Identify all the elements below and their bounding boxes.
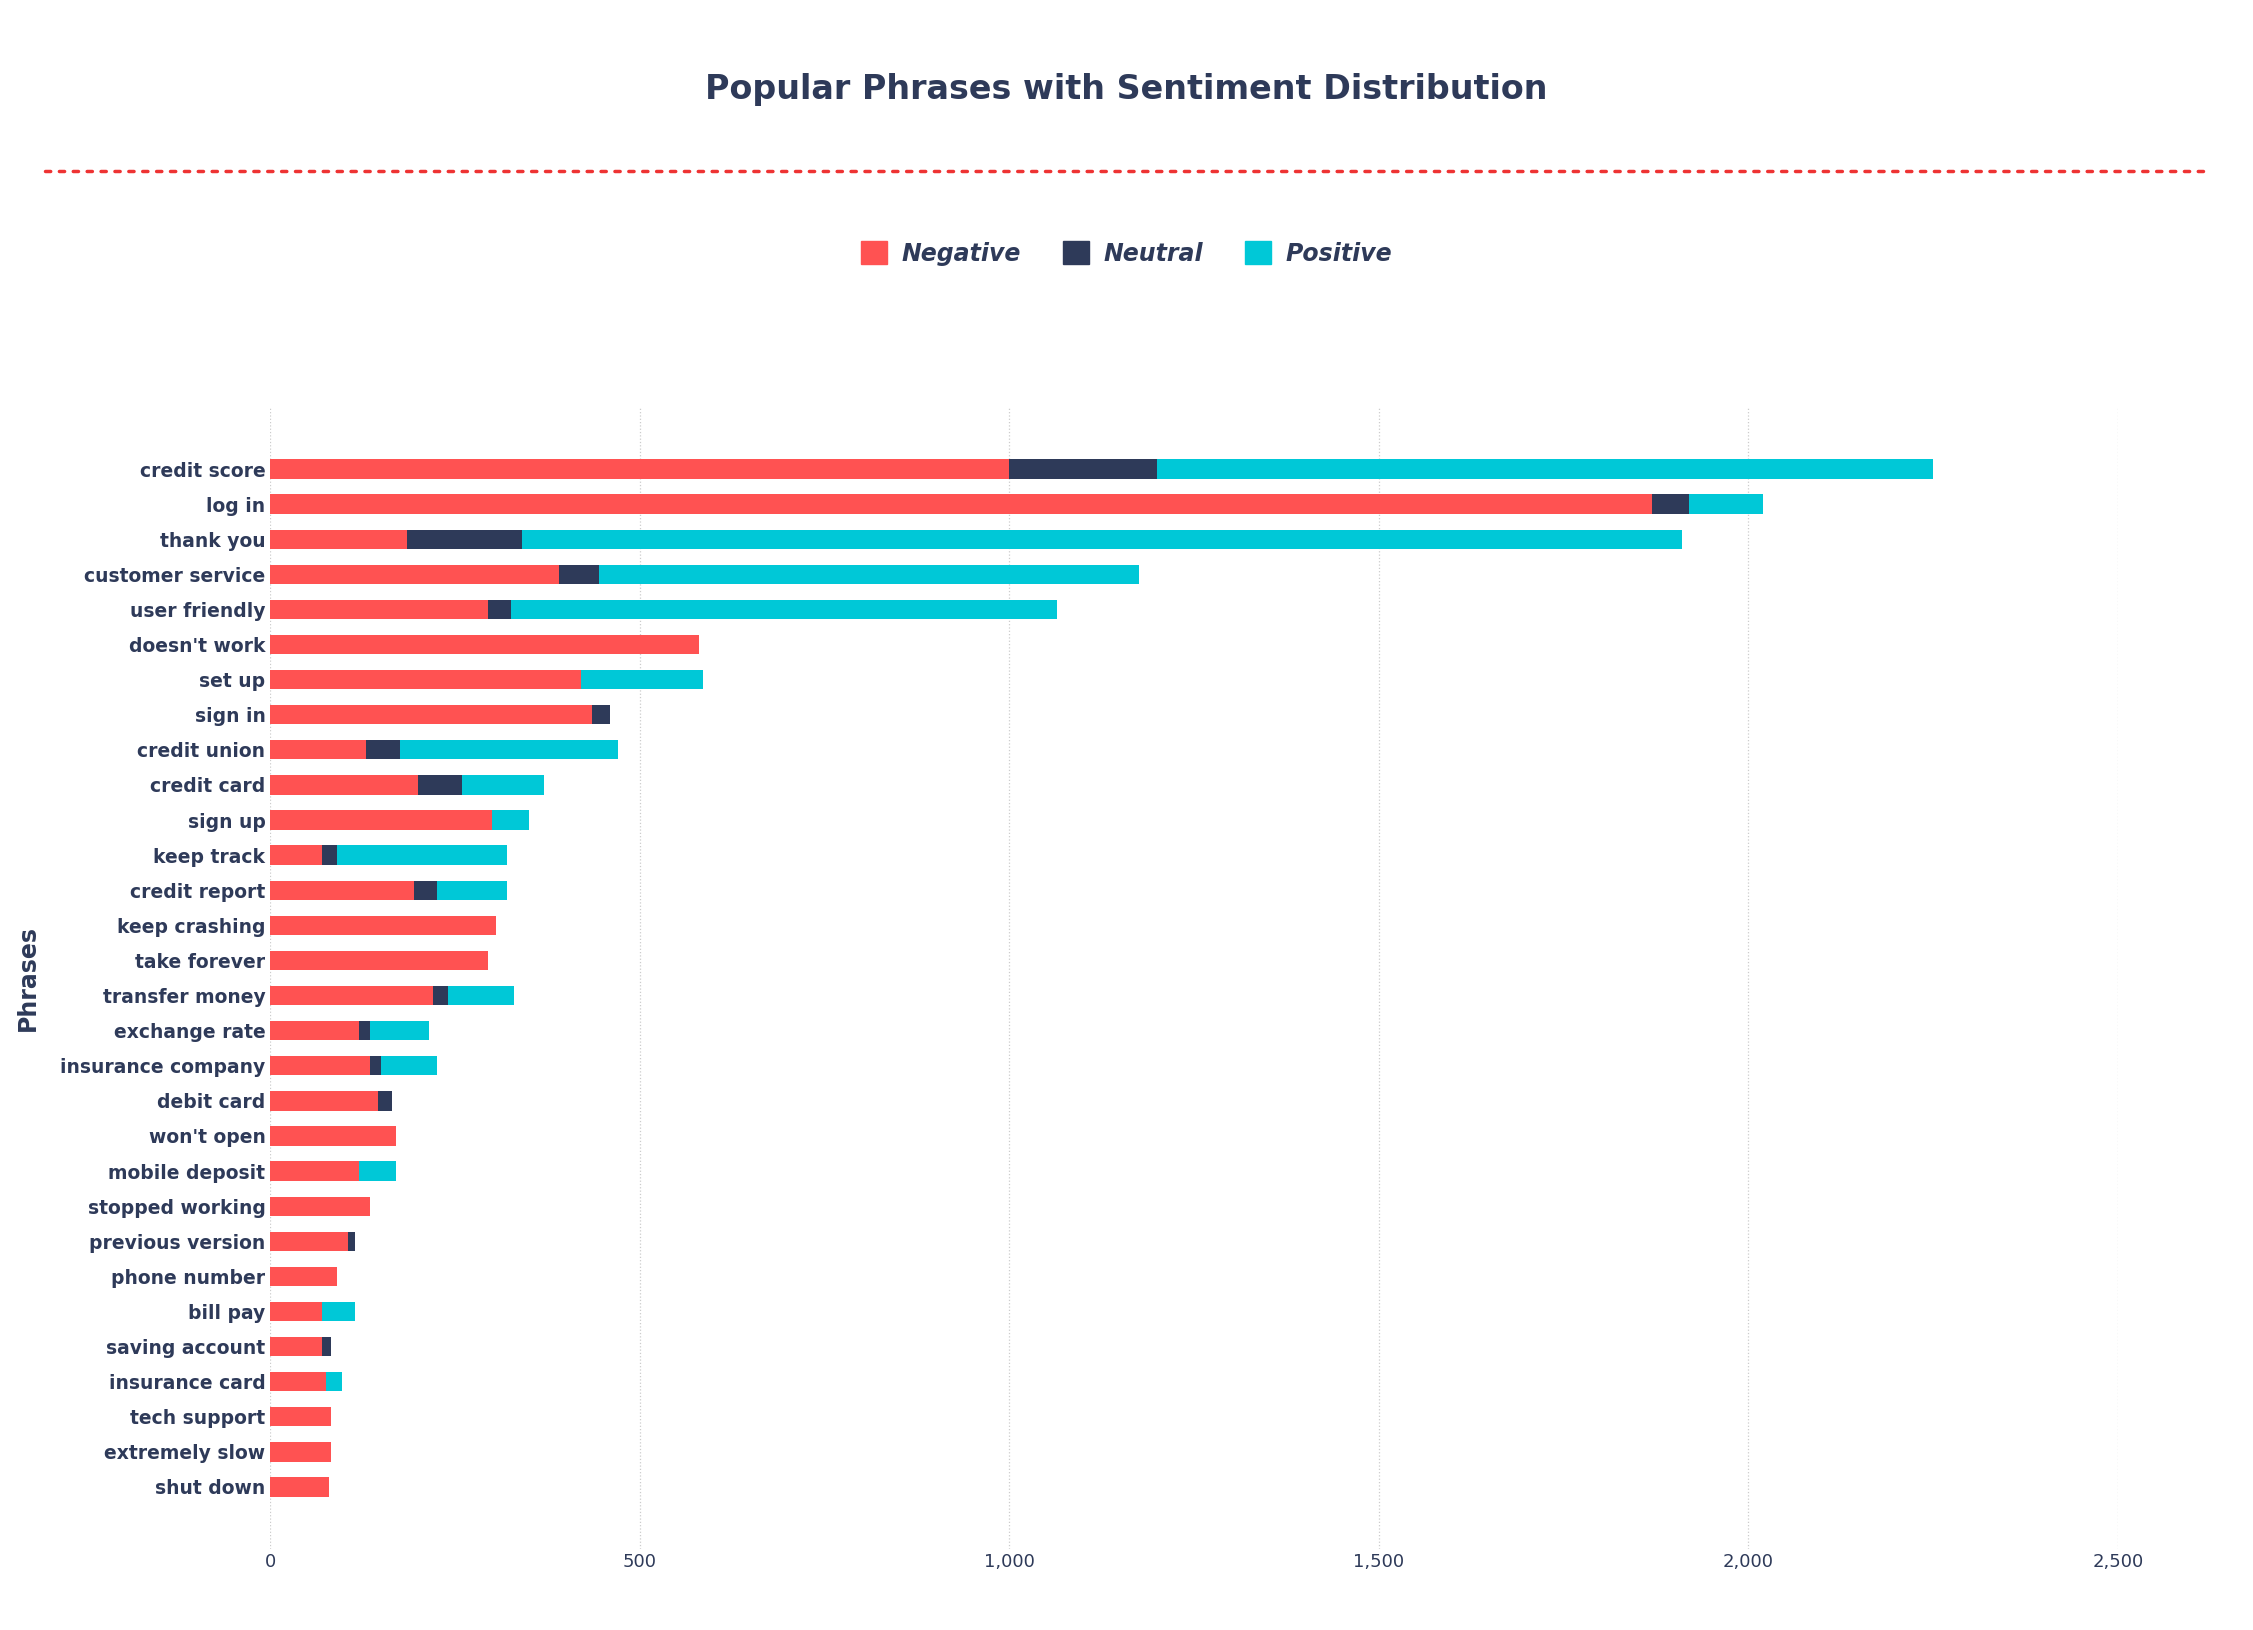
Bar [399,740,617,760]
Bar [448,986,514,1006]
Bar [270,916,496,936]
Bar [270,740,367,760]
Bar [270,564,559,584]
Bar [270,1196,369,1216]
Bar [270,1162,358,1180]
Bar [270,950,489,970]
Bar [270,1372,327,1392]
Bar [270,634,698,654]
Bar [381,1056,437,1076]
Bar [270,1126,397,1146]
Bar [270,880,415,900]
Bar [1651,494,1690,513]
Bar [270,1443,331,1462]
Bar [270,810,491,830]
Bar [1009,460,1158,479]
Bar [433,986,448,1006]
Bar [367,740,399,760]
Bar [270,1407,331,1426]
Bar [491,810,529,830]
Bar [379,1090,392,1110]
Bar [327,1372,342,1392]
Bar [270,1232,347,1250]
Bar [322,1302,356,1322]
Bar [270,776,419,794]
Legend: Negative, Neutral, Positive: Negative, Neutral, Positive [852,231,1401,275]
Bar [358,1162,397,1180]
Bar [270,460,1009,479]
Bar [369,1056,381,1076]
Bar [322,846,338,866]
Bar [270,1056,369,1076]
Bar [347,1232,356,1250]
Bar [270,1302,322,1322]
Bar [270,1090,379,1110]
Bar [270,670,581,689]
Bar [437,880,507,900]
Bar [419,776,462,794]
Bar [270,1020,358,1040]
Bar [489,600,511,619]
Bar [270,600,489,619]
Bar [369,1020,430,1040]
Text: Popular Phrases with Sentiment Distribution: Popular Phrases with Sentiment Distribut… [705,73,1548,106]
Bar [270,706,593,724]
Bar [523,530,1681,549]
Bar [270,1267,338,1286]
Bar [462,776,543,794]
Bar [581,670,703,689]
Bar [270,846,322,866]
Bar [270,494,1651,513]
Bar [1690,494,1764,513]
Bar [270,1477,329,1496]
Bar [338,846,507,866]
Y-axis label: Phrases: Phrases [16,924,38,1032]
Bar [270,530,408,549]
Bar [322,1337,331,1356]
Bar [358,1020,369,1040]
Bar [415,880,437,900]
Bar [270,1337,322,1356]
Bar [408,530,523,549]
Bar [511,600,1057,619]
Bar [593,706,611,724]
Bar [559,564,599,584]
Bar [599,564,1138,584]
Bar [1158,460,1933,479]
Bar [270,986,433,1006]
